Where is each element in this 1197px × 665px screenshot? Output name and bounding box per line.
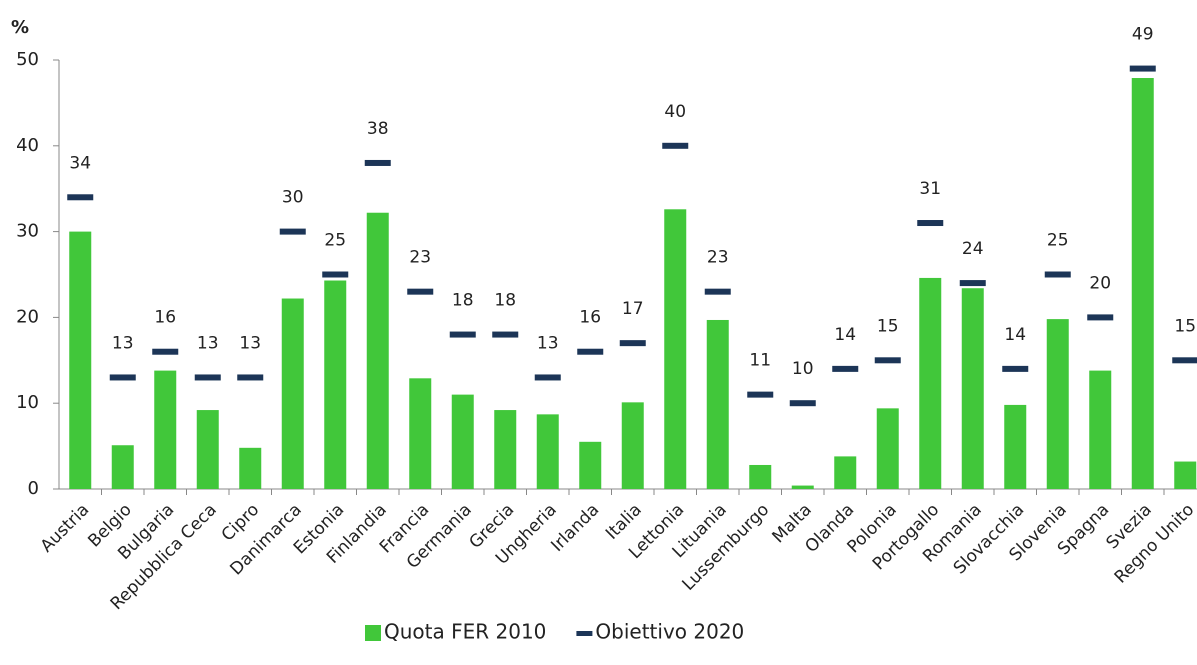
data-label: 17	[622, 299, 644, 319]
data-label: 38	[367, 119, 389, 139]
data-label: 15	[877, 316, 899, 336]
bar	[1089, 370, 1112, 489]
bar	[366, 212, 389, 489]
data-label: 30	[282, 188, 304, 208]
target-marker	[577, 348, 604, 355]
target-marker	[194, 374, 221, 381]
bar	[621, 402, 644, 489]
data-label: 20	[1089, 273, 1111, 293]
target-marker	[1129, 65, 1156, 72]
target-marker	[492, 331, 519, 338]
y-tick-label: 40	[16, 135, 39, 156]
bar	[579, 441, 602, 489]
target-marker	[534, 374, 561, 381]
y-axis-label: %	[11, 17, 29, 38]
target-marker	[619, 340, 646, 347]
bar	[154, 370, 177, 489]
target-marker	[662, 142, 689, 149]
bar	[791, 485, 814, 489]
bar	[919, 277, 942, 489]
data-label: 25	[1047, 231, 1069, 251]
target-marker	[67, 194, 94, 201]
bar	[196, 410, 219, 489]
data-label: 18	[452, 291, 474, 311]
data-label: 25	[324, 231, 346, 251]
bar	[536, 414, 559, 489]
data-label: 15	[1174, 316, 1196, 336]
data-label: 14	[834, 325, 856, 345]
target-marker	[874, 357, 901, 364]
data-label: 23	[409, 248, 431, 268]
data-label: 10	[792, 359, 814, 379]
target-marker	[1044, 271, 1071, 278]
bar	[111, 445, 134, 489]
y-tick-label: 30	[16, 221, 39, 242]
x-tick-label: Irlanda	[547, 500, 603, 556]
bar	[1004, 404, 1027, 489]
data-label: 49	[1132, 25, 1154, 45]
target-marker	[1002, 365, 1029, 372]
data-label: 14	[1004, 325, 1026, 345]
y-tick-label: 50	[16, 49, 39, 70]
target-marker	[364, 159, 391, 166]
legend-swatch	[576, 631, 593, 636]
bar	[961, 288, 984, 489]
y-tick-label: 20	[16, 306, 39, 327]
bar	[451, 394, 474, 489]
bar	[69, 231, 92, 489]
target-marker	[832, 365, 859, 372]
target-marker	[1087, 314, 1114, 321]
data-label: 13	[197, 333, 219, 353]
target-marker	[959, 280, 986, 287]
target-marker	[1172, 357, 1197, 364]
bar	[1131, 78, 1154, 489]
legend-swatch	[365, 625, 381, 641]
data-label: 23	[707, 248, 729, 268]
bar	[664, 209, 687, 490]
bar	[1046, 319, 1069, 489]
y-tick-label: 10	[16, 392, 39, 413]
target-marker	[152, 348, 179, 355]
data-label: 34	[69, 153, 91, 173]
data-label: 16	[579, 308, 601, 328]
bar	[749, 464, 772, 489]
target-marker	[279, 228, 306, 235]
bar	[876, 408, 899, 489]
target-marker	[917, 220, 944, 227]
data-label: 31	[919, 179, 941, 199]
target-marker	[237, 374, 264, 381]
target-marker	[704, 288, 731, 295]
bar	[281, 298, 304, 489]
target-marker	[322, 271, 349, 278]
data-label: 18	[494, 291, 516, 311]
bar	[324, 280, 347, 489]
data-label: 13	[112, 333, 134, 353]
target-marker	[789, 400, 816, 407]
data-label: 13	[537, 333, 559, 353]
target-marker	[449, 331, 476, 338]
target-marker	[407, 288, 434, 295]
legend-label: Quota FER 2010	[384, 620, 546, 644]
data-label: 40	[664, 102, 686, 122]
bar	[494, 410, 517, 489]
bar	[706, 319, 729, 489]
y-tick-label: 0	[28, 478, 39, 499]
target-marker	[109, 374, 136, 381]
bar	[239, 447, 262, 489]
bar	[834, 456, 857, 489]
x-tick-label: Austria	[37, 500, 94, 557]
legend-label: Obiettivo 2020	[595, 620, 744, 644]
data-label: 24	[962, 239, 984, 259]
data-label: 16	[154, 308, 176, 328]
data-label: 13	[239, 333, 261, 353]
target-marker	[747, 391, 774, 398]
data-label: 11	[749, 351, 771, 371]
bar	[409, 378, 432, 489]
bar	[1174, 461, 1197, 489]
